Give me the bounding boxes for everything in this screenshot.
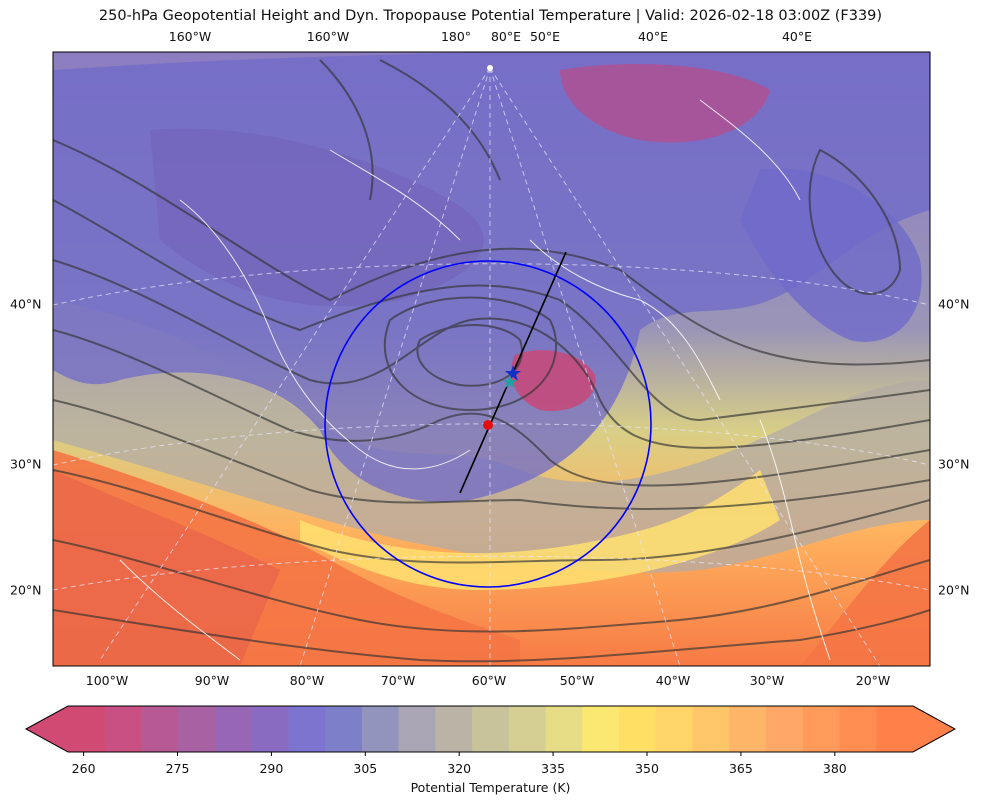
colorbar-segment: [178, 706, 216, 752]
bottom-tick-label: 80°W: [289, 673, 325, 688]
bottom-tick-label: 20°W: [855, 673, 891, 688]
colorbar-tick-label: 305: [353, 761, 378, 776]
colorbar-segment: [361, 706, 400, 752]
colorbar-segment: [655, 706, 694, 752]
colorbar-segment: [214, 706, 253, 752]
colorbar-segment: [619, 706, 657, 752]
overlays: [324, 65, 652, 588]
colorbar-segment: [398, 706, 436, 752]
top-tick-label: 180°: [440, 29, 472, 44]
analysis-circle: [324, 260, 652, 588]
map-field: [53, 52, 930, 666]
bottom-tick-label: 40°W: [655, 673, 691, 688]
colorbar-segment: [839, 706, 877, 752]
left-tick-label: 30°N: [10, 456, 42, 472]
colorbar-segment: [325, 706, 363, 752]
colorbar-segment: [141, 706, 179, 752]
right-tick-label: 30°N: [938, 456, 970, 472]
top-tick-label: 50°E: [529, 29, 561, 44]
colorbar-segment: [545, 706, 583, 752]
colorbar-extend-low: [26, 706, 68, 752]
colorbar-segment: [508, 706, 547, 752]
colorbar-segment: [288, 706, 326, 752]
left-tick-label: 20°N: [10, 582, 42, 598]
bottom-tick-label: 90°W: [194, 673, 230, 688]
colorbar-tick-label: 320: [447, 761, 472, 776]
top-tick-label: 40°E: [781, 29, 813, 44]
top-tick-label: 40°E: [637, 29, 669, 44]
colorbar-segment: [766, 706, 804, 752]
colorbar-extend-high: [913, 706, 955, 752]
red-point-marker: [483, 420, 493, 430]
colorbar-segment: [692, 706, 730, 752]
colorbar-tick-label: 335: [541, 761, 566, 776]
top-tick-label: 160°W: [306, 29, 350, 44]
right-tick-label: 20°N: [938, 582, 970, 598]
colorbar-outline: [24, 705, 957, 753]
pole-marker: [487, 65, 493, 71]
colorbar: [24, 705, 957, 756]
top-tick-label: 80°E: [490, 29, 522, 44]
colorbar-tick-label: 260: [71, 761, 96, 776]
colorbar-tick-label: 380: [822, 761, 847, 776]
blue-star-marker: [505, 365, 521, 381]
colorbar-label: Potential Temperature (K): [410, 780, 571, 795]
chart-title: 250-hPa Geopotential Height and Dyn. Tro…: [98, 8, 883, 24]
colorbar-segment: [582, 706, 620, 752]
teal-star-marker: [503, 375, 517, 388]
colorbar-tick-label: 350: [635, 761, 659, 776]
top-tick-label: 160°W: [168, 29, 212, 44]
bottom-tick-label: 60°W: [471, 673, 507, 688]
colorbar-segment: [472, 706, 510, 752]
bottom-tick-label: 30°W: [749, 673, 785, 688]
right-tick-label: 40°N: [938, 296, 970, 312]
colorbar-tick-label: 365: [728, 761, 753, 776]
colorbar-segment: [104, 706, 142, 752]
colorbar-segment: [251, 706, 289, 752]
colorbar-segment: [876, 706, 914, 752]
bottom-tick-label: 50°W: [559, 673, 595, 688]
colorbar-segment: [729, 706, 767, 752]
bottom-tick-label: 100°W: [85, 673, 129, 688]
colorbar-segment: [68, 706, 106, 752]
colorbar-segment: [802, 706, 841, 752]
colorbar-tick-label: 290: [259, 761, 284, 776]
colorbar-tick-label: 275: [165, 761, 190, 776]
left-tick-label: 40°N: [10, 296, 42, 312]
colorbar-segment: [435, 706, 473, 752]
bottom-tick-label: 70°W: [380, 673, 416, 688]
